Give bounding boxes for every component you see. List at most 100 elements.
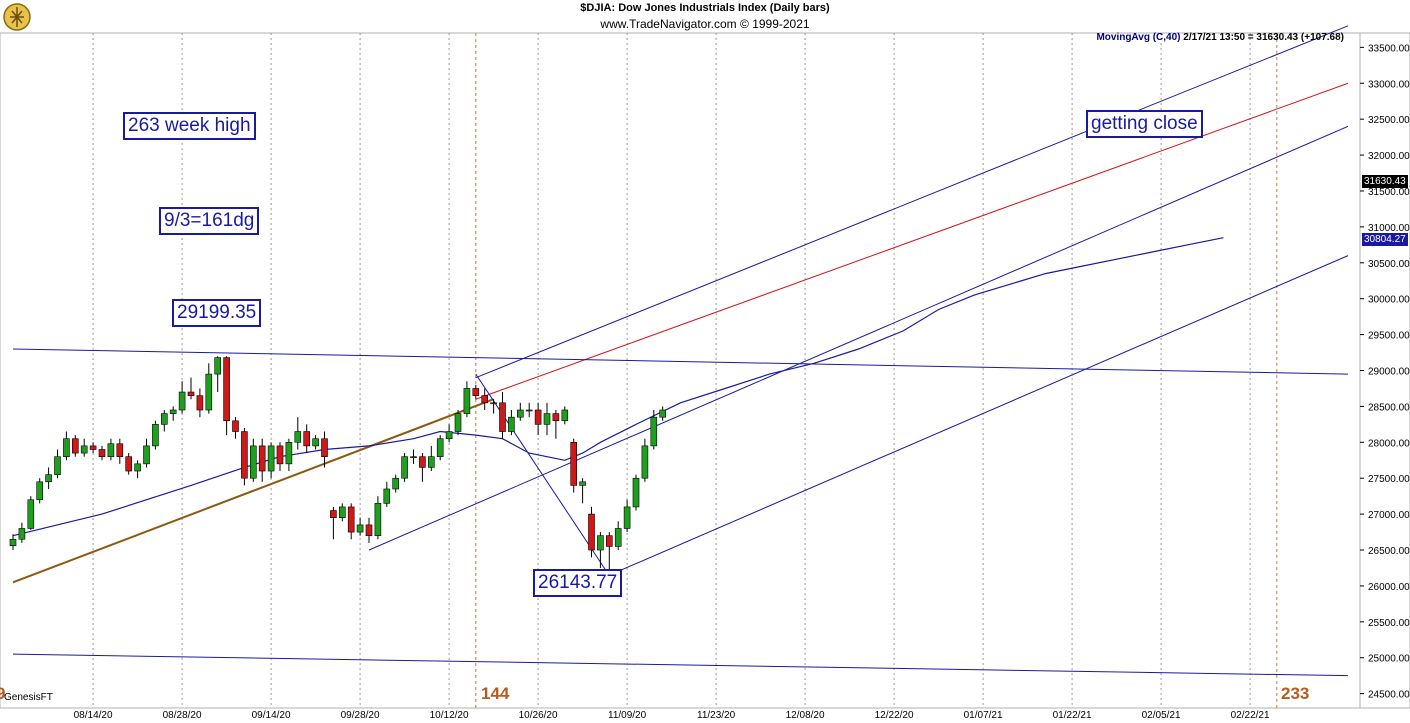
candle-body — [18, 528, 26, 540]
ma-label: MovingAvg (C,40) — [1096, 32, 1181, 43]
trendline-fan-line — [12, 398, 494, 584]
annotation-getting-close[interactable]: getting close — [1086, 110, 1203, 138]
candle-body — [499, 402, 506, 432]
y-axis-panel — [1359, 32, 1410, 709]
y-tick-label: 28000.00 — [1368, 438, 1410, 449]
candle-body — [632, 477, 640, 508]
annotation-ratio[interactable]: 9/3=161dg — [159, 207, 260, 235]
x-tick-label: 09/28/20 — [341, 710, 380, 721]
candle-body — [223, 357, 230, 422]
candle-body — [597, 535, 604, 551]
candle-body — [330, 510, 337, 519]
y-tick-label: 28500.00 — [1368, 402, 1410, 413]
y-tick-label: 29000.00 — [1368, 367, 1410, 378]
y-tick-label: 31000.00 — [1368, 223, 1410, 234]
candle-body — [36, 481, 44, 501]
candle-body — [9, 538, 17, 547]
candle-body — [534, 409, 542, 425]
trade-navigator-logo — [2, 2, 32, 32]
candle-body — [436, 438, 444, 457]
y-tick-label: 32000.00 — [1368, 151, 1410, 162]
y-tick-label: 25500.00 — [1368, 618, 1410, 629]
candle-body — [169, 409, 177, 414]
candle-body — [347, 506, 355, 533]
candle-body — [659, 409, 667, 418]
candle-body — [570, 442, 578, 486]
ma-readout-value: 2/17/21 13:50 = 31630.43 (+107.68) — [1183, 32, 1344, 43]
x-tick-label: 01/22/21 — [1053, 710, 1092, 721]
annotation-low-value[interactable]: 26143.77 — [533, 569, 623, 597]
candle-body — [241, 431, 248, 479]
bar-count-right: 233 — [1281, 684, 1310, 703]
candle-body — [214, 357, 221, 375]
candle-body — [321, 438, 328, 457]
candle-body — [561, 409, 569, 422]
candle-body — [392, 477, 400, 490]
x-tick-label: 08/28/20 — [163, 710, 202, 721]
chart-title: $DJIA: Dow Jones Industrials Index (Dail… — [580, 2, 830, 14]
y-tick-label: 27500.00 — [1368, 474, 1410, 485]
bar-count-left: 9 — [0, 684, 6, 703]
candle-body — [27, 499, 35, 529]
candle-body — [89, 445, 97, 450]
x-tick-label: 02/22/21 — [1231, 710, 1270, 721]
candle-body — [481, 395, 489, 404]
moving-average-readout: MovingAvg (C,40) 2/17/21 13:50 = 31630.4… — [1096, 32, 1344, 43]
y-tick-label: 24500.00 — [1368, 690, 1410, 701]
candle-body — [588, 513, 595, 551]
candle-body — [338, 506, 346, 519]
candle-body — [605, 535, 613, 547]
candle-body — [45, 474, 52, 483]
candle-body — [72, 438, 79, 454]
x-tick-label: 11/23/20 — [697, 710, 736, 721]
candle-body — [258, 445, 266, 472]
candle-body — [552, 413, 560, 422]
y-tick-label: 33000.00 — [1368, 79, 1410, 90]
candle-body — [516, 409, 524, 418]
last-price-tag: 31630.43 — [1362, 175, 1408, 188]
candle-body — [525, 409, 533, 412]
candle-body — [356, 524, 364, 533]
candle-body — [134, 463, 141, 472]
candle-body — [445, 431, 453, 440]
x-tick-label: 09/14/20 — [252, 710, 291, 721]
candle-body — [614, 528, 622, 547]
candle-body — [401, 456, 408, 479]
trendline-horizontal-lower — [12, 653, 1349, 677]
candle-body — [543, 413, 551, 425]
candle-body — [178, 391, 186, 411]
candle-body — [80, 445, 88, 454]
candle-body — [107, 443, 115, 457]
annotation-peak-value[interactable]: 29199.35 — [172, 299, 262, 327]
x-tick-label: 12/08/20 — [786, 710, 825, 721]
candle-body — [490, 402, 497, 405]
chart-subtitle: www.TradeNavigator.com © 1999-2021 — [600, 17, 810, 31]
x-tick-label: 02/05/21 — [1142, 710, 1181, 721]
candle-body — [312, 438, 319, 447]
candle-body — [472, 388, 480, 396]
y-tick-label: 26000.00 — [1368, 582, 1410, 593]
candle-body — [508, 416, 515, 432]
candle-body — [267, 445, 275, 472]
candle-body — [365, 524, 373, 536]
y-tick-label: 33500.00 — [1368, 43, 1410, 54]
y-tick-label: 30500.00 — [1368, 259, 1410, 270]
x-tick-label: 10/12/20 — [430, 710, 469, 721]
candle-body — [623, 506, 631, 529]
y-tick-label: 27000.00 — [1368, 510, 1410, 521]
candle-body — [196, 395, 204, 411]
candle-body — [303, 431, 311, 447]
y-tick-label: 32500.00 — [1368, 115, 1410, 126]
candle-body — [294, 431, 302, 443]
y-tick-label: 29500.00 — [1368, 331, 1410, 342]
annotation-263-week-high[interactable]: 263 week high — [123, 112, 256, 140]
bar-count-mid: 144 — [481, 684, 510, 703]
candle-body — [650, 416, 658, 447]
candle-body — [63, 438, 70, 457]
candle-body — [374, 503, 382, 536]
y-tick-label: 31500.00 — [1368, 187, 1410, 198]
ma-price-tag: 30804.27 — [1362, 233, 1408, 246]
candle-body — [454, 413, 462, 432]
